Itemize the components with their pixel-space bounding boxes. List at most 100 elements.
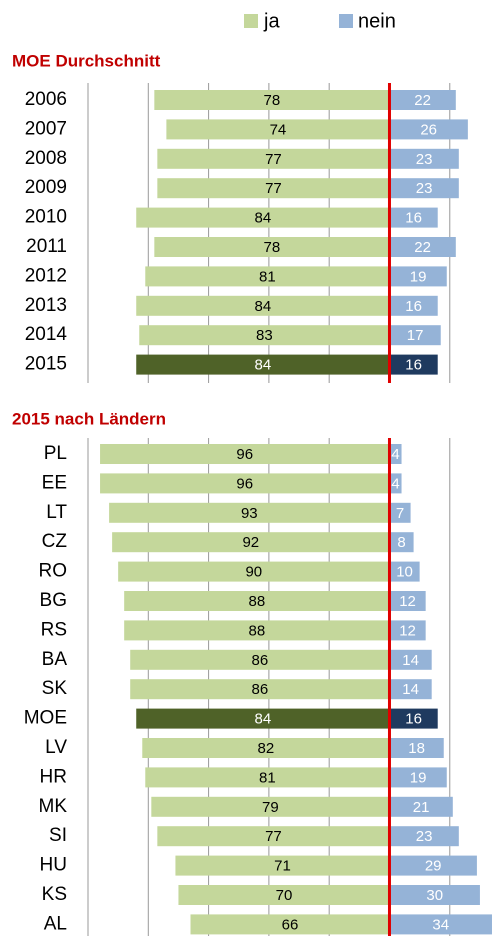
value-label: 82 — [258, 740, 275, 757]
bar — [389, 796, 453, 817]
bar — [389, 532, 414, 553]
value-label: 29 — [425, 858, 442, 875]
bar — [136, 354, 390, 375]
value-label: 23 — [416, 180, 433, 197]
value-label: 90 — [245, 564, 262, 581]
category-label: SK — [42, 678, 68, 699]
bar — [124, 620, 390, 641]
bar — [154, 237, 390, 257]
bar — [389, 295, 438, 316]
category-label: RS — [41, 619, 67, 640]
bar — [130, 649, 390, 670]
value-label: 88 — [248, 593, 265, 610]
value-label: 17 — [407, 327, 424, 344]
category-label: RO — [39, 561, 68, 582]
legend-label: nein — [358, 10, 396, 32]
value-label: 88 — [248, 622, 265, 639]
bar — [157, 148, 390, 169]
value-label: 84 — [255, 357, 272, 374]
category-label: AL — [44, 913, 67, 934]
category-label: BG — [40, 590, 67, 611]
bar — [178, 885, 390, 905]
value-label: 74 — [270, 121, 287, 138]
bar — [389, 502, 411, 523]
value-label: 77 — [265, 828, 282, 845]
value-label: 86 — [252, 652, 269, 669]
value-label: 30 — [426, 887, 443, 904]
legend-swatch — [244, 14, 258, 28]
bar — [100, 473, 390, 494]
value-label: 93 — [241, 505, 258, 522]
category-label: MOE — [24, 708, 67, 729]
bar — [389, 591, 426, 611]
bar — [124, 591, 390, 611]
legend-label: ja — [263, 10, 280, 32]
value-label: 14 — [402, 652, 419, 669]
bar — [190, 914, 390, 935]
legend-swatch — [339, 14, 353, 28]
value-label: 34 — [432, 916, 449, 933]
category-label: 2007 — [25, 118, 67, 139]
bar — [389, 708, 438, 729]
value-label: 4 — [391, 446, 399, 463]
bar — [157, 826, 390, 847]
category-label: KS — [42, 884, 67, 905]
panel-title: MOE Durchschnitt — [12, 51, 161, 70]
bar — [145, 266, 390, 287]
value-label: 18 — [408, 740, 425, 757]
category-label: 2011 — [26, 236, 67, 257]
bar — [389, 826, 459, 847]
bar — [118, 561, 390, 582]
value-label: 21 — [413, 799, 430, 816]
bar — [389, 444, 402, 464]
bar — [151, 796, 390, 817]
value-label: 7 — [396, 505, 404, 522]
value-label: 16 — [405, 357, 422, 374]
category-label: 2006 — [25, 89, 67, 110]
value-label: 16 — [405, 298, 422, 315]
bar — [389, 207, 438, 228]
bar — [389, 178, 459, 199]
value-label: 92 — [242, 534, 259, 551]
bar — [139, 325, 390, 346]
bar — [136, 708, 390, 729]
bar — [136, 207, 390, 228]
bar — [389, 738, 444, 758]
bar — [389, 237, 456, 257]
category-label: 2013 — [25, 295, 67, 316]
bar — [389, 649, 432, 670]
category-label: SI — [49, 825, 67, 846]
category-label: 2009 — [25, 177, 67, 198]
value-label: 96 — [236, 446, 253, 463]
value-label: 77 — [265, 151, 282, 168]
value-label: 81 — [259, 769, 276, 786]
bar — [109, 502, 390, 523]
category-label: PL — [44, 443, 67, 464]
category-label: 2012 — [25, 265, 67, 286]
value-label: 70 — [276, 887, 293, 904]
value-label: 83 — [256, 327, 273, 344]
category-label: 2008 — [25, 148, 67, 169]
category-label: 2015 — [25, 354, 67, 375]
bar — [389, 885, 480, 905]
category-label: LV — [45, 737, 67, 758]
value-label: 12 — [399, 593, 416, 610]
bar — [389, 90, 456, 110]
bar — [166, 119, 390, 140]
value-label: 79 — [262, 799, 279, 816]
panel-title: 2015 nach Ländern — [12, 409, 166, 428]
bar — [389, 148, 459, 169]
category-label: EE — [42, 472, 67, 493]
bar — [175, 855, 390, 876]
category-label: MK — [39, 796, 68, 817]
value-label: 16 — [405, 210, 422, 227]
value-label: 10 — [396, 564, 413, 581]
value-label: 12 — [399, 622, 416, 639]
bar — [100, 444, 390, 464]
bar — [389, 473, 402, 494]
bar — [142, 738, 390, 758]
bar — [389, 620, 426, 641]
value-label: 78 — [264, 239, 281, 256]
bar — [389, 914, 492, 935]
